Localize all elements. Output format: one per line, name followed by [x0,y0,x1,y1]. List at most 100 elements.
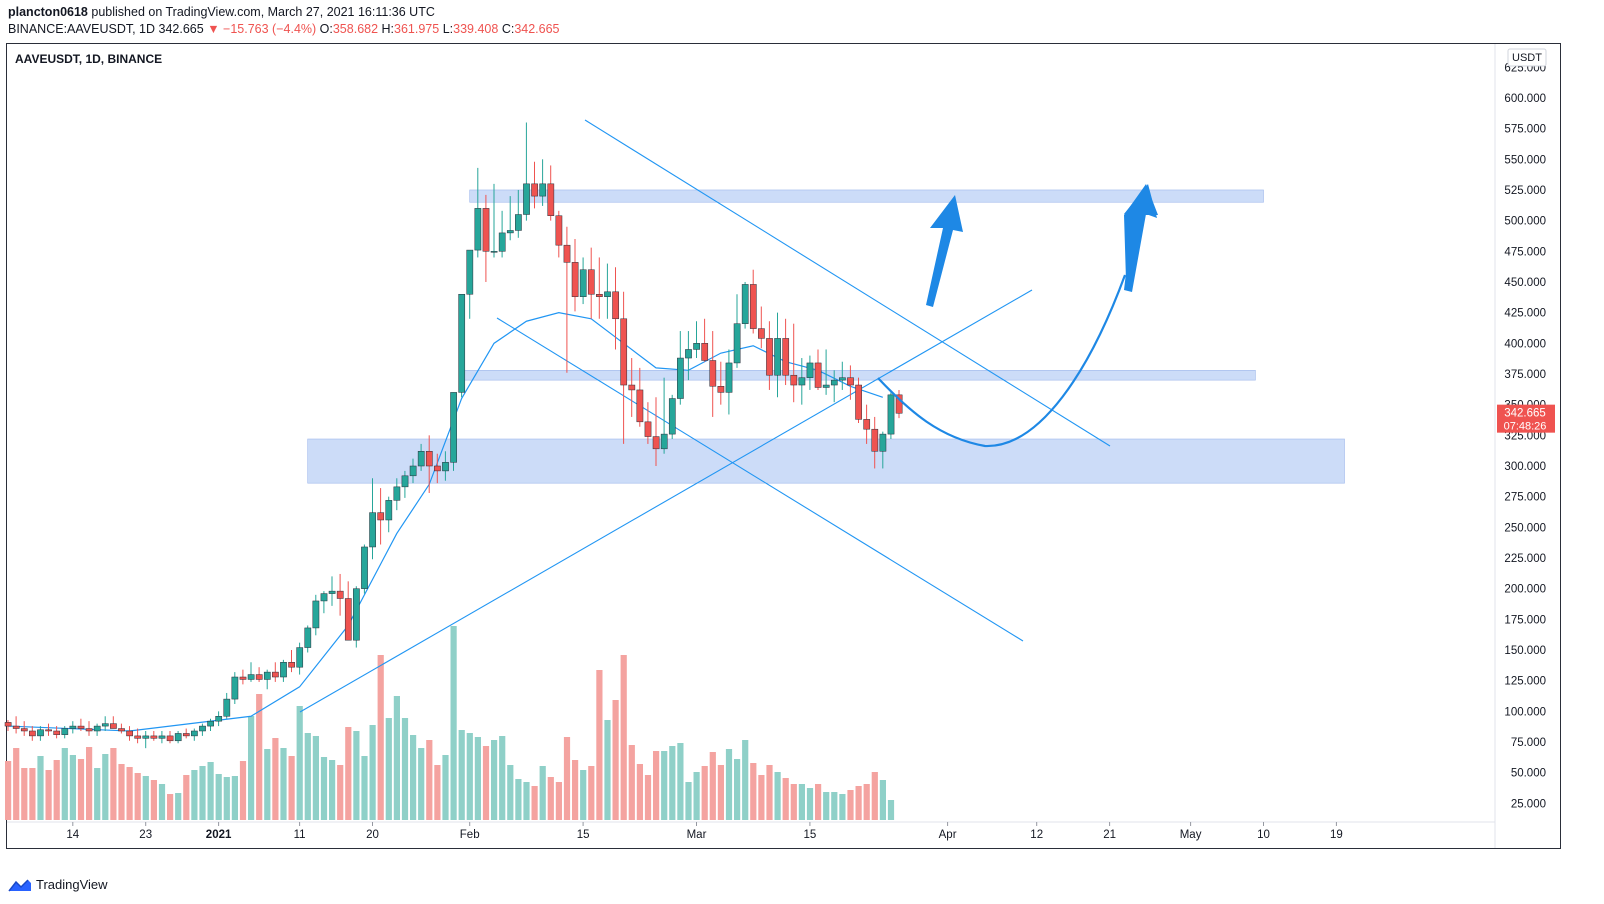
volume-bar [126,767,133,820]
candle-body [393,486,401,501]
arrows-layer [877,184,1158,448]
candle [498,210,506,258]
candle [272,662,279,682]
low-value: 339.408 [453,22,499,36]
candle [199,723,206,736]
candle [782,318,790,386]
candle [207,718,214,731]
candle [668,394,676,440]
volume-bar [134,773,141,820]
candle [312,594,320,636]
candle [515,189,522,238]
volume-bar [434,765,441,820]
candle-body [166,735,174,742]
candles-layer [4,122,903,749]
author-name[interactable]: plancton0618 [8,5,88,19]
candle-body [142,735,150,739]
candle [401,470,409,498]
volume-bar [312,736,319,820]
x-tick-label: 23 [139,829,152,841]
candle [174,730,182,744]
candle [839,361,846,390]
candle [110,716,117,729]
volume-layer [5,626,895,820]
candle [255,667,263,682]
footer-brand[interactable]: TradingView [8,877,108,892]
currency-badge-box [1507,48,1547,67]
candle-body [93,725,101,732]
volume-bar [385,718,392,820]
candle-body [272,671,279,678]
candle [377,488,385,545]
candle-body [523,183,530,215]
candle [344,581,352,641]
change-value: −15.763 (−4.4%) [223,22,317,36]
candle-body [442,462,449,472]
candle [741,281,749,329]
candle-body [69,725,77,729]
candle-body [53,730,61,735]
candle-body [790,374,798,386]
volume-bar [539,766,546,820]
candle-body [247,674,255,680]
y-tick-label: 575.000 [1504,124,1546,136]
candle [93,723,101,736]
candle-body [701,343,709,361]
y-tick-label: 75.000 [1511,737,1546,749]
y-tick-label: 325.000 [1504,430,1546,442]
volume-bar [491,740,498,820]
volume-bar [798,784,805,820]
candle-body [466,249,474,295]
volume-bar [693,772,700,820]
candle [85,721,93,736]
volume-bar [750,763,757,820]
volume-bar [45,770,52,820]
volume-bar [337,765,344,820]
volume-bar [604,720,611,820]
candle [830,370,838,403]
candle-body [401,475,409,488]
y-tick-label: 100.000 [1504,706,1546,718]
candle [774,312,781,398]
candle-body [604,291,611,297]
volume-bar [21,768,28,820]
candle-body [571,262,579,297]
volume-bar [701,766,708,820]
candle-body [725,362,733,393]
candle [466,249,474,319]
x-tick-label: 11 [294,829,306,841]
x-tick-label: 21 [1103,829,1116,841]
volume-bar [377,655,384,820]
candle-body [215,716,223,722]
volume-bar [466,733,473,820]
close-label: C: [501,22,515,36]
candle-body [798,377,806,386]
volume-bar [410,735,417,820]
change-arrow-icon: ▼ [207,22,220,36]
candle [685,331,692,381]
candle [450,392,457,471]
candle-body [563,244,571,263]
candle-body [61,728,69,735]
candle-body [288,662,295,668]
candle [434,453,441,484]
candle-body [231,676,239,700]
candle [158,730,166,744]
candle [587,247,595,319]
candle [677,331,684,405]
x-tick-label: Mar [687,829,707,841]
candle-body [482,208,490,252]
last-price-box [1497,404,1555,433]
x-tick-label: 12 [1030,829,1043,841]
volume-bar [320,757,328,820]
volume-bar [215,774,222,820]
candle [563,226,571,373]
candle-body [12,725,20,729]
zone-3 [307,438,1345,484]
candle [239,669,247,685]
candle-body [814,362,822,388]
candle-body [4,722,12,727]
x-tick-label: 15 [577,829,590,841]
candle [150,730,158,741]
